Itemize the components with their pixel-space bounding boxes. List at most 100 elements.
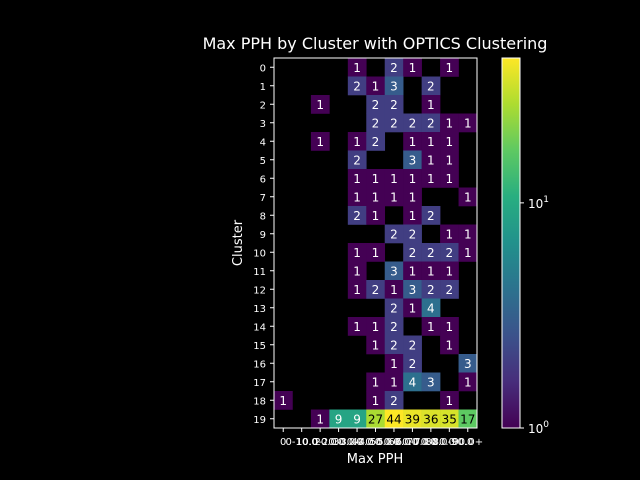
heatmap-cell bbox=[421, 261, 441, 281]
heatmap-cell bbox=[458, 354, 478, 373]
heatmap-cell bbox=[347, 261, 367, 281]
heatmap-cell bbox=[403, 169, 422, 188]
heatmap-cell bbox=[384, 224, 404, 244]
heatmap-cell bbox=[421, 243, 441, 262]
cell-value-label: 2 bbox=[390, 301, 398, 315]
cell-value-label: 2 bbox=[390, 227, 398, 241]
heatmap-cell bbox=[310, 132, 330, 151]
cell-value-label: 1 bbox=[390, 172, 398, 186]
cell-value-label: 1 bbox=[464, 116, 472, 130]
y-tick-label: 12 bbox=[253, 285, 266, 296]
cell-value-label: 1 bbox=[445, 394, 453, 408]
heatmap-cell bbox=[440, 261, 459, 281]
heatmap-cell bbox=[384, 372, 404, 392]
cell-value-label: 3 bbox=[464, 357, 472, 371]
heatmap-cell bbox=[347, 169, 367, 188]
x-tick-label: 20.0-30.0 bbox=[315, 437, 363, 448]
heatmap-cell bbox=[458, 243, 478, 262]
cell-value-label: 1 bbox=[353, 283, 361, 297]
cell-value-label: 9 bbox=[335, 412, 343, 426]
cell-value-label: 2 bbox=[445, 246, 453, 260]
cell-value-label: 1 bbox=[279, 394, 287, 408]
cell-value-label: 1 bbox=[445, 264, 453, 278]
heatmap-cell bbox=[384, 187, 404, 207]
y-tick-label: 8 bbox=[260, 211, 266, 222]
y-tick-label: 0 bbox=[260, 63, 266, 74]
cell-value-label: 1 bbox=[390, 190, 398, 204]
x-tick-label: 50.0-60.0 bbox=[370, 437, 418, 448]
cell-value-label: 1 bbox=[372, 172, 380, 186]
x-tick-label: 90.0+ bbox=[452, 437, 483, 448]
cell-value-label: 2 bbox=[427, 116, 435, 130]
heatmap-cell bbox=[421, 76, 441, 96]
colorbar bbox=[501, 57, 521, 429]
heatmap-cell bbox=[403, 113, 422, 133]
cell-value-label: 17 bbox=[460, 412, 475, 426]
cell-value-label: 1 bbox=[316, 135, 324, 149]
heatmap-cell bbox=[440, 409, 459, 429]
cell-value-label: 2 bbox=[390, 394, 398, 408]
heatmap-cell bbox=[384, 261, 404, 281]
heatmap-cell bbox=[384, 317, 404, 336]
cell-value-label: 27 bbox=[368, 412, 383, 426]
heatmap-cell bbox=[347, 76, 367, 96]
cell-value-label: 1 bbox=[464, 375, 472, 389]
heatmap-cell bbox=[403, 335, 422, 355]
x-tick-label: 40.0-50.0 bbox=[351, 437, 399, 448]
cell-value-label: 1 bbox=[427, 264, 435, 278]
y-tick-label: 5 bbox=[260, 156, 266, 167]
heatmap-cell bbox=[384, 169, 404, 188]
heatmap-cell bbox=[274, 391, 293, 410]
y-tick-label: 19 bbox=[253, 415, 266, 426]
cell-value-label: 1 bbox=[445, 320, 453, 334]
cell-value-label: 1 bbox=[445, 153, 453, 167]
heatmap-cell bbox=[440, 335, 459, 355]
cell-value-label: 35 bbox=[442, 412, 457, 426]
cell-value-label: 2 bbox=[445, 283, 453, 297]
heatmap-cell bbox=[440, 317, 459, 336]
heatmap-cell bbox=[458, 372, 478, 392]
cell-value-label: 2 bbox=[390, 116, 398, 130]
heatmap-cell bbox=[310, 95, 330, 114]
cell-value-label: 1 bbox=[372, 246, 380, 260]
cell-value-label: 1 bbox=[427, 172, 435, 186]
cell-value-label: 1 bbox=[390, 375, 398, 389]
heatmap-cell bbox=[440, 280, 459, 299]
cell-value-label: 2 bbox=[372, 116, 380, 130]
heatmap-cell bbox=[347, 409, 367, 429]
heatmap-cell bbox=[458, 113, 478, 133]
y-tick-label: 13 bbox=[253, 304, 266, 315]
cell-value-label: 1 bbox=[409, 172, 417, 186]
heatmap-cell bbox=[366, 187, 386, 207]
cell-value-label: 2 bbox=[372, 283, 380, 297]
cell-value-label: 2 bbox=[409, 246, 417, 260]
cell-value-label: 2 bbox=[409, 116, 417, 130]
y-tick-label: 9 bbox=[260, 230, 266, 241]
cell-value-label: 2 bbox=[390, 98, 398, 112]
cell-value-label: 1 bbox=[390, 283, 398, 297]
cell-value-label: 3 bbox=[409, 283, 417, 297]
cell-value-label: 1 bbox=[372, 394, 380, 408]
heatmap-cell bbox=[421, 132, 441, 151]
cell-value-label: 1 bbox=[445, 338, 453, 352]
chart-title: Max PPH by Cluster with OPTICS Clusterin… bbox=[203, 34, 548, 53]
cell-value-label: 2 bbox=[390, 338, 398, 352]
heatmap-cell bbox=[347, 317, 367, 336]
heatmap-cell bbox=[421, 113, 441, 133]
y-tick-label: 16 bbox=[253, 359, 266, 370]
cell-value-label: 1 bbox=[409, 209, 417, 223]
y-tick-label: 7 bbox=[260, 193, 266, 204]
heatmap-cell bbox=[366, 409, 386, 429]
cell-value-label: 4 bbox=[427, 301, 435, 315]
cell-value-label: 2 bbox=[427, 79, 435, 93]
cell-value-label: 1 bbox=[409, 61, 417, 75]
heatmap-cell bbox=[366, 76, 386, 96]
heatmap-cell bbox=[329, 409, 349, 429]
heatmap-cell bbox=[421, 317, 441, 336]
heatmap-cell bbox=[440, 132, 459, 151]
heatmap-cell bbox=[347, 132, 367, 151]
cell-value-label: 2 bbox=[353, 79, 361, 93]
cell-value-label: 1 bbox=[353, 172, 361, 186]
cell-value-label: 1 bbox=[353, 61, 361, 75]
y-tick-label: 3 bbox=[260, 119, 266, 130]
